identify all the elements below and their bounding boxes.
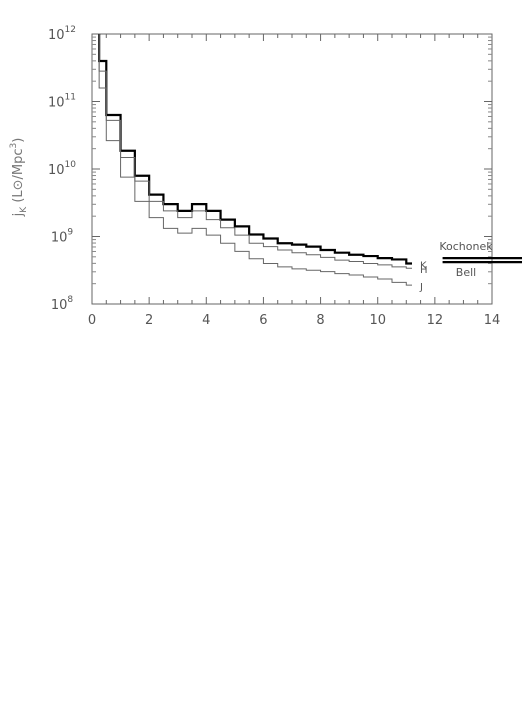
series-lines: KHJ [98, 34, 428, 293]
y-tick-label: 109 [51, 228, 74, 246]
x-tick-label: 14 [484, 313, 501, 328]
series-k-label: K [420, 261, 427, 272]
reference-label-bell: Bell [456, 266, 476, 279]
y-axis-label-text: jK (L⊙/Mpc3) [9, 138, 29, 218]
x-tick-label: 2 [145, 313, 153, 328]
x-tick-label: 10 [369, 313, 386, 328]
series-j-line [98, 34, 412, 286]
y-tick-label: 1012 [48, 25, 76, 43]
y-tick-label: 1010 [48, 160, 76, 178]
series-h-label: H [420, 265, 428, 276]
plot-frame [91, 33, 493, 305]
series-h-line [98, 34, 412, 269]
y-axis-label: jK (L⊙/Mpc3) [9, 138, 29, 218]
y-tick-label: 108 [51, 295, 74, 313]
series-j-label: J [419, 282, 423, 293]
x-tick-label: 6 [259, 313, 267, 328]
x-tick-label: 0 [88, 313, 96, 328]
x-tick-label: 8 [316, 313, 324, 328]
y-tick-label: 1011 [48, 93, 76, 111]
series-k-line [98, 34, 412, 265]
x-tick-label: 4 [202, 313, 210, 328]
reference-lines: Kochonek Bell [439, 240, 522, 279]
reference-label-kochonek: Kochonek [439, 240, 493, 253]
x-tick-label: 12 [427, 313, 444, 328]
